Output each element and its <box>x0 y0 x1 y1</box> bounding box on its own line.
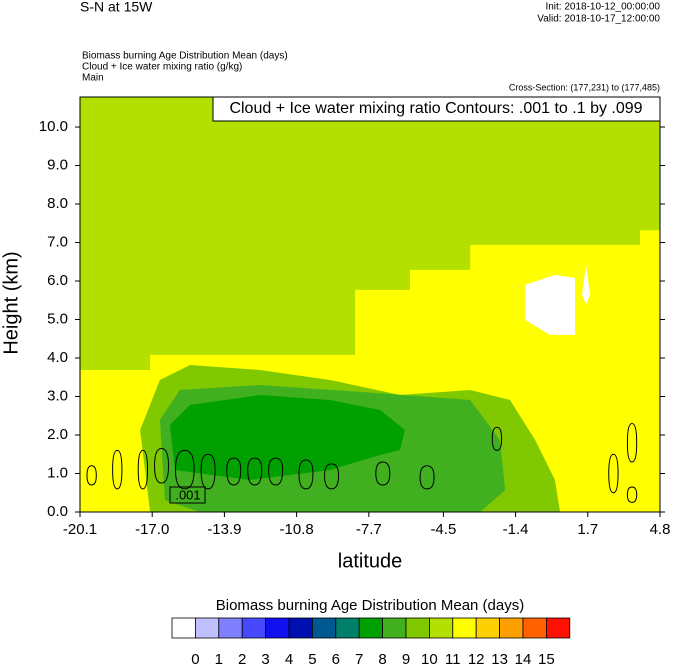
colorbar-label: 9 <box>402 651 410 668</box>
contour-line <box>137 449 149 490</box>
colorbar-box <box>241 617 266 639</box>
init-time: Init: 2018-10-12_00:00:00 <box>545 2 660 13</box>
colorbar-label: 7 <box>355 651 363 668</box>
colorbar-label: 3 <box>261 651 269 668</box>
subtitle: Biomass burning Age Distribution Mean (d… <box>82 51 288 62</box>
colorbar-box <box>311 617 337 639</box>
contour-info: Cloud + Ice water mixing ratio Contours:… <box>229 100 642 117</box>
valid-time: Valid: 2018-10-17_12:00:00 <box>537 14 660 25</box>
x-tick-label: -17.0 <box>135 521 169 538</box>
colorbar-box <box>499 617 524 639</box>
y-tick-label: 8.0 <box>47 195 68 212</box>
contour-line <box>268 457 284 486</box>
x-tick-label: 4.8 <box>650 521 671 538</box>
contour-line <box>608 453 619 494</box>
contour-line <box>324 463 340 490</box>
colorbar-box <box>194 617 220 639</box>
colorbar-label: 10 <box>421 651 438 668</box>
colorbar-label: 1 <box>215 651 223 668</box>
colorbar-label: 13 <box>491 651 508 668</box>
colorbar-box <box>171 617 196 639</box>
y-tick-label: 4.0 <box>47 349 68 366</box>
colorbar-title: Biomass burning Age Distribution Mean (d… <box>216 597 524 614</box>
x-tick-label: 1.7 <box>577 521 598 538</box>
colorbar-box <box>546 617 571 639</box>
colorbar-box <box>452 617 477 639</box>
colorbar-box <box>358 617 384 639</box>
colorbar-label: 12 <box>468 651 485 668</box>
colorbar-label: 6 <box>332 651 340 668</box>
x-tick-label: -20.1 <box>63 521 97 538</box>
colorbar-box <box>265 617 290 639</box>
contour-label-box <box>169 486 206 504</box>
colorbar-box <box>288 617 313 639</box>
contour-line <box>154 447 170 484</box>
colorbar-label: 14 <box>515 651 532 668</box>
x-tick-label: -1.4 <box>503 521 529 538</box>
colorbar-label: 0 <box>191 651 199 668</box>
subtitle: Main <box>82 73 104 84</box>
x-tick-label: -13.9 <box>207 521 241 538</box>
y-tick-label: 7.0 <box>47 233 68 250</box>
colorbar-label: 5 <box>308 651 316 668</box>
filled-contour <box>524 274 575 335</box>
contour-line <box>491 426 503 451</box>
contour-line <box>298 459 314 490</box>
x-tick-label: -7.7 <box>356 521 382 538</box>
colorbar-box <box>522 617 547 639</box>
contour-line <box>419 465 435 490</box>
colorbar-box <box>475 617 501 639</box>
plot-area <box>80 97 660 512</box>
cross-section: Cross-Section: (177,231) to (177,485) <box>509 82 660 92</box>
x-axis-title: latitude <box>338 550 403 572</box>
filled-contour <box>581 264 591 305</box>
y-tick-label: 9.0 <box>47 156 68 173</box>
y-tick-label: 5.0 <box>47 310 68 327</box>
colorbar-label: 2 <box>238 651 246 668</box>
colorbar-box <box>428 617 454 639</box>
contour-line <box>626 422 638 463</box>
colorbar-label: 4 <box>285 651 293 668</box>
y-tick-label: 2.0 <box>47 426 68 443</box>
contour-line <box>226 457 242 486</box>
contour-line <box>112 449 123 490</box>
colorbar-box <box>405 617 430 639</box>
colorbar-label: 8 <box>378 651 386 668</box>
chart-title: S-N at 15W <box>80 0 153 15</box>
x-tick-label: -4.5 <box>430 521 456 538</box>
colorbar-label: 15 <box>538 651 555 668</box>
colorbar-box <box>382 617 407 639</box>
contour-label: .001 <box>175 487 200 502</box>
subtitle: Cloud + Ice water mixing ratio (g/kg) <box>82 62 242 73</box>
y-axis-title: Height (km) <box>0 251 22 354</box>
y-tick-label: 10.0 <box>39 118 68 135</box>
filled-contour <box>169 394 405 481</box>
contour-info-box <box>212 96 661 122</box>
y-tick-label: 0.0 <box>47 503 68 520</box>
x-tick-label: -10.8 <box>280 521 314 538</box>
y-tick-label: 3.0 <box>47 387 68 404</box>
y-tick-label: 6.0 <box>47 272 68 289</box>
contour-line <box>247 457 263 486</box>
colorbar-box <box>335 617 360 639</box>
contour-line <box>86 465 97 486</box>
contour-line <box>626 486 638 503</box>
y-tick-label: 1.0 <box>47 464 68 481</box>
colorbar-box <box>218 617 243 639</box>
colorbar-label: 11 <box>445 651 461 668</box>
contour-line <box>375 461 391 486</box>
